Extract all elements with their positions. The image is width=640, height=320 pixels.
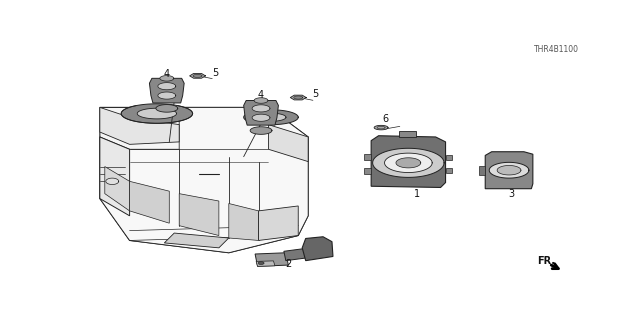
Text: THR4B1100: THR4B1100 bbox=[534, 45, 579, 54]
Polygon shape bbox=[302, 237, 333, 261]
Polygon shape bbox=[158, 83, 176, 90]
Polygon shape bbox=[179, 194, 219, 236]
Polygon shape bbox=[256, 113, 286, 121]
Polygon shape bbox=[100, 137, 129, 216]
Polygon shape bbox=[229, 204, 259, 240]
Polygon shape bbox=[158, 92, 176, 99]
Polygon shape bbox=[385, 153, 432, 172]
Polygon shape bbox=[100, 108, 308, 253]
Polygon shape bbox=[106, 178, 118, 185]
Polygon shape bbox=[374, 125, 388, 130]
Polygon shape bbox=[156, 105, 178, 112]
Text: 2: 2 bbox=[285, 259, 291, 269]
Polygon shape bbox=[291, 95, 306, 100]
Polygon shape bbox=[252, 114, 270, 121]
Polygon shape bbox=[258, 262, 264, 265]
Polygon shape bbox=[252, 105, 270, 112]
Polygon shape bbox=[396, 158, 420, 168]
Text: 6: 6 bbox=[382, 114, 388, 124]
Text: 4: 4 bbox=[164, 69, 170, 79]
Polygon shape bbox=[364, 154, 371, 160]
Polygon shape bbox=[256, 261, 275, 266]
Text: 1: 1 bbox=[414, 188, 420, 199]
Polygon shape bbox=[497, 165, 521, 175]
Polygon shape bbox=[129, 181, 169, 223]
Polygon shape bbox=[160, 76, 173, 81]
Polygon shape bbox=[244, 110, 298, 125]
Polygon shape bbox=[164, 233, 229, 248]
Polygon shape bbox=[193, 74, 202, 77]
Polygon shape bbox=[259, 206, 298, 240]
Polygon shape bbox=[137, 108, 177, 119]
Polygon shape bbox=[244, 100, 278, 125]
Polygon shape bbox=[100, 108, 179, 144]
Text: 4: 4 bbox=[258, 90, 264, 100]
Polygon shape bbox=[371, 136, 445, 188]
Polygon shape bbox=[150, 78, 184, 103]
Polygon shape bbox=[372, 148, 444, 177]
Polygon shape bbox=[294, 96, 303, 99]
Polygon shape bbox=[364, 169, 371, 174]
Polygon shape bbox=[485, 152, 533, 189]
Text: FR.: FR. bbox=[537, 256, 556, 266]
Polygon shape bbox=[255, 253, 288, 266]
Polygon shape bbox=[250, 127, 272, 134]
Text: 5: 5 bbox=[212, 68, 218, 78]
Polygon shape bbox=[445, 168, 452, 173]
Polygon shape bbox=[189, 74, 205, 78]
Polygon shape bbox=[399, 131, 416, 137]
Polygon shape bbox=[479, 166, 485, 175]
Polygon shape bbox=[121, 104, 193, 123]
Polygon shape bbox=[100, 108, 308, 253]
Polygon shape bbox=[105, 166, 129, 211]
Polygon shape bbox=[489, 162, 529, 178]
Polygon shape bbox=[254, 98, 268, 103]
Polygon shape bbox=[445, 156, 452, 160]
Polygon shape bbox=[269, 124, 308, 162]
Polygon shape bbox=[284, 248, 308, 261]
Text: 3: 3 bbox=[508, 188, 515, 199]
Text: 5: 5 bbox=[312, 89, 319, 99]
